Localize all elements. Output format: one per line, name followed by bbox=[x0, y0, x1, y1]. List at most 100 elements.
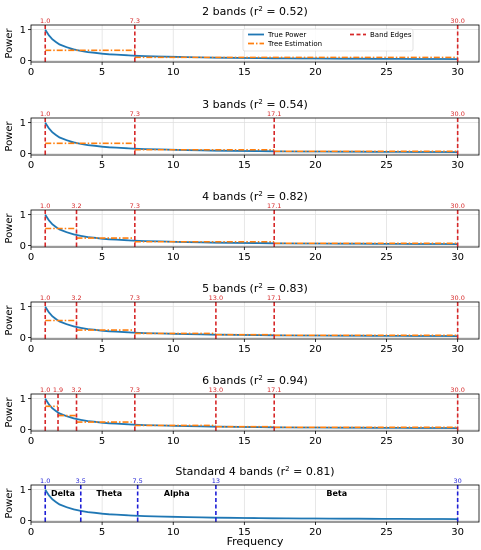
y-tick-label: 1 bbox=[20, 302, 26, 313]
x-tick-label: 25 bbox=[380, 252, 393, 263]
panel-title: 2 bands (r2 = 0.52) bbox=[202, 5, 308, 18]
x-tick-label: 10 bbox=[167, 344, 180, 355]
band-edge-label: 7.3 bbox=[130, 294, 140, 302]
y-axis-label: Power bbox=[4, 120, 15, 151]
band-edge-label: 30.0 bbox=[450, 17, 464, 25]
band-edge-label: 3.2 bbox=[71, 294, 81, 302]
x-tick-label: 20 bbox=[309, 252, 322, 263]
axes-frame bbox=[30, 393, 480, 432]
true-power-line bbox=[44, 398, 458, 429]
x-tick-label: 10 bbox=[167, 252, 180, 263]
x-tick-label: 0 bbox=[28, 160, 34, 171]
x-tick-label: 10 bbox=[167, 527, 180, 538]
x-tick-label: 0 bbox=[28, 527, 34, 538]
band-edge-label: 30 bbox=[454, 477, 462, 485]
band-edge-label: 17.1 bbox=[267, 110, 281, 118]
panel-title: Standard 4 bands (r2 = 0.81) bbox=[175, 465, 334, 478]
x-tick-label: 30 bbox=[451, 436, 464, 447]
band-edge-label: 30.0 bbox=[450, 386, 464, 394]
panel-title: 5 bands (r2 = 0.83) bbox=[202, 282, 308, 295]
y-tick-label: 1 bbox=[20, 485, 26, 496]
panel-1: 2 bands (r2 = 0.52)1.0 7.3 30.00 5 10 15 20 25 3… bbox=[4, 5, 480, 78]
y-axis-label: Power bbox=[4, 212, 15, 243]
band-edge-label: 17.1 bbox=[267, 294, 281, 302]
panel-6: Standard 4 bands (r2 = 0.81) 1.0 3.5 7.5 13 3… bbox=[4, 465, 480, 538]
legend-box bbox=[242, 28, 414, 52]
y-tick-label: 0 bbox=[20, 241, 26, 252]
axes-frame bbox=[30, 117, 480, 156]
y-tick-label: 0 bbox=[20, 333, 26, 344]
y-axis-label: Power bbox=[4, 27, 15, 58]
band-name-label: Beta bbox=[326, 489, 347, 498]
true-power-line bbox=[44, 122, 458, 153]
panel-title: 6 bands (r2 = 0.94) bbox=[202, 374, 308, 387]
y-axis-label: Power bbox=[4, 304, 15, 335]
x-tick-label: 15 bbox=[238, 436, 251, 447]
band-edge-label: 17.1 bbox=[267, 386, 281, 394]
y-tick-label: 0 bbox=[20, 425, 26, 436]
x-tick-label: 5 bbox=[99, 344, 105, 355]
x-tick-label: 25 bbox=[380, 527, 393, 538]
y-tick-label: 0 bbox=[20, 56, 26, 67]
y-tick-label: 0 bbox=[20, 516, 26, 527]
x-tick-label: 20 bbox=[309, 527, 322, 538]
band-edge-label: 1.0 bbox=[40, 202, 50, 210]
y-axis-label: Power bbox=[4, 396, 15, 427]
x-tick-label: 10 bbox=[167, 160, 180, 171]
panel-title: 3 bands (r2 = 0.54) bbox=[202, 98, 308, 111]
x-tick-label: 25 bbox=[380, 436, 393, 447]
x-tick-label: 10 bbox=[167, 436, 180, 447]
legend-entry-label: True Power bbox=[267, 31, 306, 39]
y-tick-label: 0 bbox=[20, 149, 26, 160]
band-edge-label: 1.0 bbox=[40, 110, 50, 118]
y-tick-label: 1 bbox=[20, 118, 26, 129]
band-edge-label: 3.5 bbox=[76, 477, 86, 485]
band-edge-label: 30.0 bbox=[450, 110, 464, 118]
panel-title: 4 bands (r2 = 0.82) bbox=[202, 190, 308, 203]
x-tick-label: 5 bbox=[99, 436, 105, 447]
x-tick-label: 0 bbox=[28, 252, 34, 263]
x-tick-label: 30 bbox=[451, 252, 464, 263]
band-edge-label: 1.9 bbox=[53, 386, 63, 394]
x-tick-label: 10 bbox=[167, 67, 180, 78]
x-tick-label: 15 bbox=[238, 252, 251, 263]
x-tick-label: 30 bbox=[451, 67, 464, 78]
x-tick-label: 5 bbox=[99, 527, 105, 538]
true-power-line bbox=[44, 214, 458, 245]
axes-frame bbox=[30, 484, 480, 523]
band-edge-label: 13.0 bbox=[209, 386, 223, 394]
x-tick-label: 20 bbox=[309, 436, 322, 447]
panel-5: 6 bands (r2 = 0.94) 1.0 1.9 3.2 7.3 13.0 17.1 3… bbox=[4, 374, 480, 447]
x-tick-label: 30 bbox=[451, 344, 464, 355]
panel-4: 5 bands (r2 = 0.83) 1.0 3.2 7.3 13.0 17.1 30.0… bbox=[4, 282, 480, 355]
axes-frame bbox=[30, 24, 480, 63]
x-tick-label: 25 bbox=[380, 160, 393, 171]
band-name-label: Theta bbox=[96, 489, 122, 498]
x-tick-label: 20 bbox=[309, 344, 322, 355]
band-edge-label: 7.3 bbox=[130, 17, 140, 25]
band-edge-label: 7.3 bbox=[130, 110, 140, 118]
x-tick-label: 15 bbox=[238, 527, 251, 538]
x-tick-label: 15 bbox=[238, 160, 251, 171]
panel-3: 4 bands (r2 = 0.82)1.0 3.2 7.3 17.1 30.00 5 10… bbox=[4, 190, 480, 263]
x-tick-label: 30 bbox=[451, 527, 464, 538]
legend-entry-label: Tree Estimation bbox=[267, 40, 322, 48]
x-tick-label: 5 bbox=[99, 160, 105, 171]
x-tick-label: 20 bbox=[309, 67, 322, 78]
axes-frame bbox=[30, 209, 480, 248]
band-edge-label: 1.0 bbox=[40, 477, 50, 485]
x-tick-label: 0 bbox=[28, 344, 34, 355]
x-tick-label: 20 bbox=[309, 160, 322, 171]
y-tick-label: 1 bbox=[20, 394, 26, 405]
y-tick-label: 1 bbox=[20, 210, 26, 221]
x-axis-label: Frequency bbox=[227, 535, 284, 548]
band-name-label: Delta bbox=[51, 489, 75, 498]
x-tick-label: 0 bbox=[28, 67, 34, 78]
band-edge-label: 13.0 bbox=[209, 294, 223, 302]
true-power-line bbox=[44, 306, 458, 337]
x-tick-label: 25 bbox=[380, 344, 393, 355]
x-tick-label: 5 bbox=[99, 252, 105, 263]
band-name-label: Alpha bbox=[164, 489, 190, 498]
band-edge-label: 1.0 bbox=[40, 294, 50, 302]
